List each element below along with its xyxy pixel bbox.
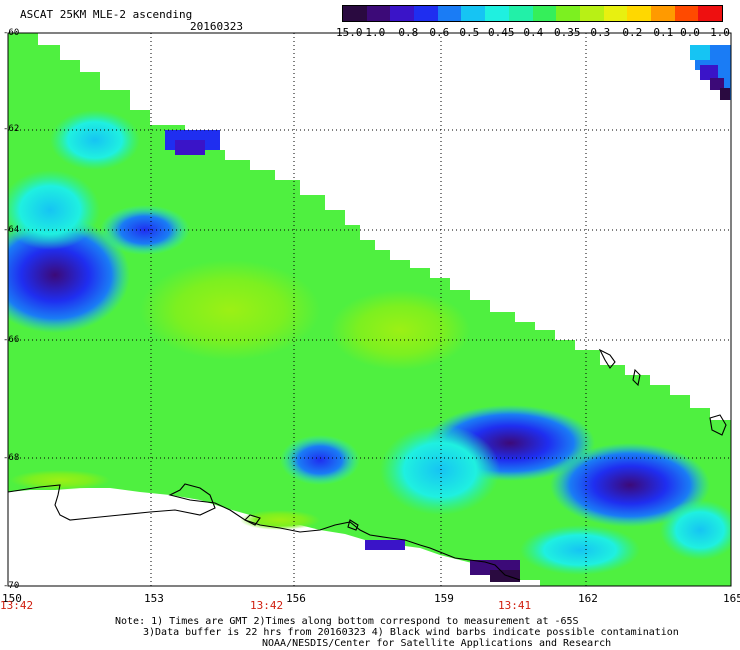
colorbar-swatch: [698, 6, 722, 21]
lat-label: -62: [3, 124, 20, 134]
lat-label: -68: [3, 453, 20, 463]
lat-label: -70: [3, 581, 20, 591]
colorbar-swatch: [603, 6, 628, 21]
lon-label: 150: [2, 592, 22, 605]
colorbar-swatch: [508, 6, 533, 21]
lat-label: -64: [3, 225, 20, 235]
colorbar-swatch: [414, 6, 438, 21]
colorbar-swatch: [674, 6, 699, 21]
map-frame: [7, 32, 732, 587]
footer-note-line1: Note: 1) Times are GMT 2)Times along bot…: [115, 616, 579, 627]
time-label: 13:41: [498, 599, 532, 612]
colorbar-swatch: [532, 6, 557, 21]
colorbar-swatch: [437, 6, 462, 21]
colorbar-swatch: [485, 6, 509, 21]
lon-label: 153: [144, 592, 164, 605]
colorbar-swatch: [556, 6, 580, 21]
swath-data: [8, 33, 731, 586]
colorbar: [342, 5, 723, 22]
map-grid: [8, 33, 731, 586]
colorbar-swatch: [461, 6, 486, 21]
map-date: 20160323: [190, 20, 243, 33]
colorbar-swatch: [366, 6, 391, 21]
colorbar-swatch: [579, 6, 604, 21]
lon-label: 159: [434, 592, 454, 605]
time-label: 13:42: [0, 599, 34, 612]
colorbar-swatch: [650, 6, 675, 21]
colorbar-swatch: [627, 6, 651, 21]
colorbar-swatch: [343, 6, 367, 21]
lat-label: -66: [3, 335, 20, 345]
lon-label: 162: [578, 592, 598, 605]
footer-credit: NOAA/NESDIS/Center for Satellite Applica…: [262, 638, 612, 649]
map-title: ASCAT 25KM MLE-2 ascending: [20, 8, 193, 21]
lon-label: 165: [723, 592, 740, 605]
colorbar-swatch: [390, 6, 415, 21]
footer-note-line2: 3)Data buffer is 22 hrs from 20160323 4)…: [143, 627, 679, 638]
lat-label: -60: [3, 28, 20, 38]
time-label: 13:42: [250, 599, 284, 612]
lon-label: 156: [286, 592, 306, 605]
coastline: [7, 348, 727, 581]
